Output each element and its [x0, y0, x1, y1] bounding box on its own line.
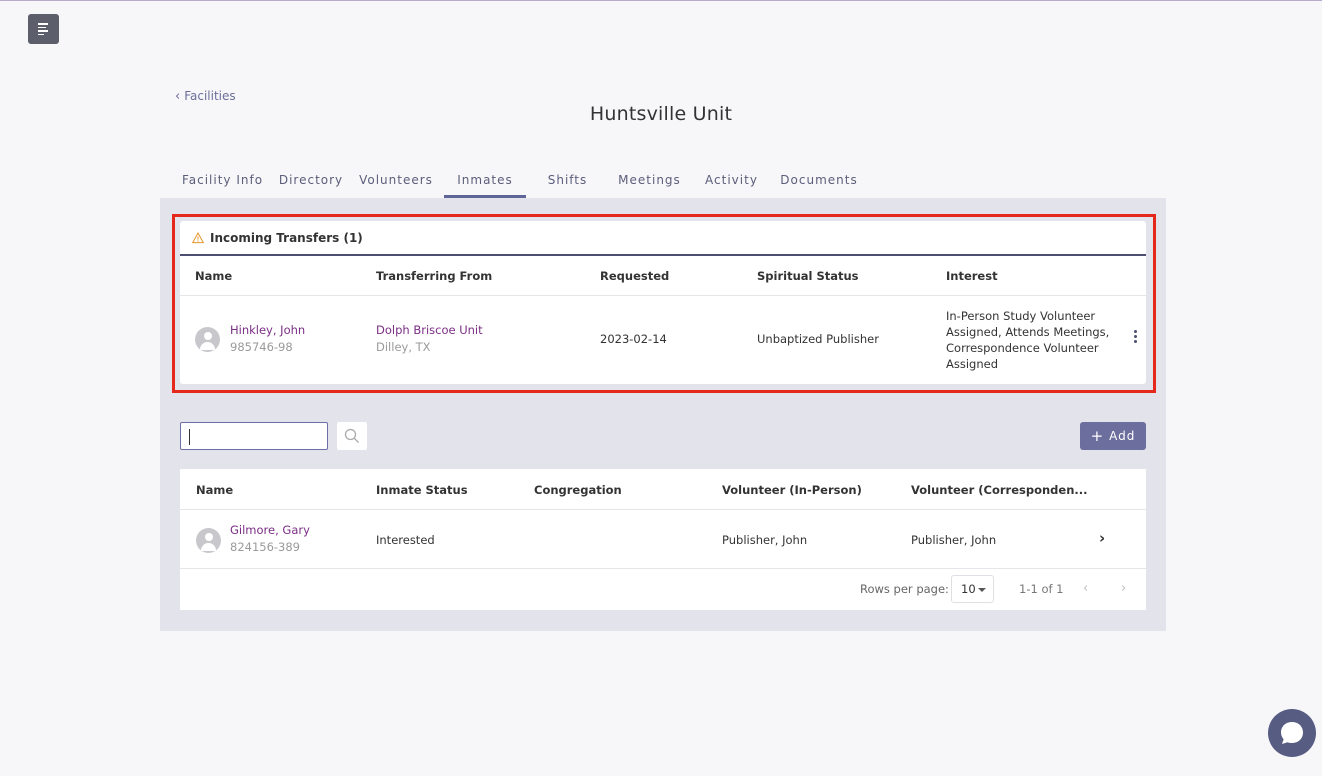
chat-bubble-icon: [1281, 722, 1303, 744]
add-inmate-button[interactable]: + Add: [1080, 422, 1146, 450]
tab-directory[interactable]: Directory: [278, 172, 344, 187]
volunteer-in-person: Publisher, John: [722, 533, 808, 547]
table-pagination: Rows per page: 10 1-1 of 1 ‹ ›: [180, 569, 1146, 610]
inmates-table-header: Name Inmate Status Congregation Voluntee…: [180, 469, 1146, 510]
facility-tabs: Facility Info Directory Volunteers Inmat…: [171, 161, 865, 198]
menu-toggle-button[interactable]: [28, 14, 59, 44]
pagination-range: 1-1 of 1: [1019, 582, 1064, 596]
column-header-transferring-from: Transferring From: [376, 269, 493, 283]
transfers-table-header: Name Transferring From Requested Spiritu…: [180, 256, 1146, 296]
column-header-volunteer-in-person: Volunteer (In-Person): [722, 483, 862, 497]
transferring-from-location: Dilley, TX: [376, 340, 431, 354]
search-input[interactable]: [180, 422, 328, 450]
avatar-icon: [196, 528, 221, 553]
incoming-transfers-title: Incoming Transfers (1): [210, 230, 363, 245]
tab-activity[interactable]: Activity: [705, 172, 758, 187]
next-page-icon[interactable]: ›: [1121, 581, 1127, 596]
transferring-from-unit-link[interactable]: Dolph Briscoe Unit: [376, 323, 483, 337]
tab-shifts[interactable]: Shifts: [547, 172, 588, 187]
dropdown-arrow-icon: [978, 588, 986, 592]
tab-meetings[interactable]: Meetings: [618, 172, 681, 187]
transfer-inmate-name-link[interactable]: Hinkley, John: [230, 323, 306, 337]
add-button-label: Add: [1109, 429, 1136, 443]
spiritual-status: Unbaptized Publisher: [757, 332, 879, 346]
more-options-icon[interactable]: [1134, 330, 1137, 343]
tab-inmates[interactable]: Inmates: [444, 161, 526, 198]
inmate-id: 824156-389: [230, 540, 300, 554]
tab-facility-info[interactable]: Facility Info: [181, 172, 264, 187]
column-header-spiritual-status: Spiritual Status: [757, 269, 859, 283]
transfer-row[interactable]: Hinkley, John 985746-98 Dolph Briscoe Un…: [180, 296, 1146, 382]
requested-date: 2023-02-14: [600, 332, 667, 346]
previous-page-icon[interactable]: ‹: [1083, 581, 1089, 596]
search-button[interactable]: [337, 422, 367, 450]
avatar-icon: [195, 327, 220, 352]
back-to-facilities-link[interactable]: ‹ Facilities: [175, 89, 236, 103]
inmate-name-link[interactable]: Gilmore, Gary: [230, 523, 310, 537]
inmates-table: Name Inmate Status Congregation Voluntee…: [180, 469, 1146, 610]
plus-icon: +: [1090, 426, 1105, 445]
incoming-transfers-header: Incoming Transfers (1): [180, 221, 1146, 256]
volunteer-correspondence: Publisher, John: [911, 533, 997, 547]
warning-icon: [192, 231, 204, 243]
column-header-requested: Requested: [600, 269, 670, 283]
interest-text: In-Person Study Volunteer Assigned, Atte…: [946, 309, 1110, 371]
tab-volunteers[interactable]: Volunteers: [359, 172, 433, 187]
column-header-interest: Interest: [946, 269, 998, 283]
chevron-right-icon[interactable]: ›: [1099, 529, 1106, 547]
search-icon: [344, 428, 359, 443]
column-header-congregation: Congregation: [534, 483, 622, 497]
transfer-inmate-id: 985746-98: [230, 340, 293, 354]
rows-per-page-select[interactable]: 10: [951, 575, 994, 603]
chat-button[interactable]: [1268, 709, 1316, 757]
column-header-volunteer-correspondence: Volunteer (Corresponden...: [911, 483, 1088, 497]
rows-per-page-label: Rows per page:: [860, 582, 949, 596]
back-link-label: Facilities: [184, 89, 236, 103]
column-header-inmate-status: Inmate Status: [376, 483, 468, 497]
inmate-status: Interested: [376, 533, 435, 547]
page-title: Huntsville Unit: [589, 103, 733, 125]
chevron-left-icon: ‹: [175, 88, 181, 104]
column-header-name: Name: [195, 269, 233, 283]
table-row[interactable]: Gilmore, Gary 824156-389 Interested Publ…: [180, 510, 1146, 569]
column-header-name: Name: [196, 483, 234, 497]
tab-documents[interactable]: Documents: [780, 172, 858, 187]
incoming-transfers-card: Incoming Transfers (1) Name Transferring…: [180, 221, 1146, 384]
